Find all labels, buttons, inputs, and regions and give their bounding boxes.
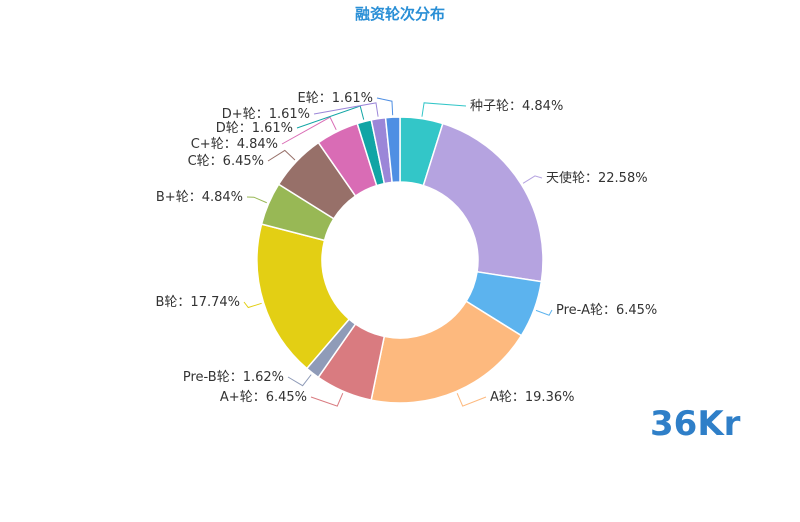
leader-lines-group xyxy=(243,97,553,407)
leader-line-12 xyxy=(376,97,394,116)
slices-group xyxy=(256,116,544,404)
slice-label-4: A+轮：6.45% xyxy=(220,390,307,405)
slice-label-1: 天使轮：22.58% xyxy=(546,170,648,186)
slice-label-8: C轮：6.45% xyxy=(188,154,264,169)
slice-1 xyxy=(422,122,544,283)
leader-line-11 xyxy=(313,102,379,117)
leader-line-2 xyxy=(535,309,553,316)
slice-label-7: B+轮：4.84% xyxy=(156,190,243,205)
leader-line-3 xyxy=(456,393,487,407)
slice-label-6: B轮：17.74% xyxy=(156,295,241,310)
slice-3 xyxy=(370,300,523,404)
36kr-logo: 36Kr xyxy=(650,404,741,444)
leader-line-4 xyxy=(310,393,344,407)
labels-group: 种子轮：4.84% 天使轮：22.58% Pre-A轮：6.45% A轮：19.36%… xyxy=(156,91,658,405)
leader-line-5 xyxy=(287,374,312,387)
logo-text: 36Kr xyxy=(650,404,741,444)
slice-label-0: 种子轮：4.84% xyxy=(470,99,563,114)
leader-line-7 xyxy=(246,196,267,204)
slice-label-9: C+轮：4.84% xyxy=(191,137,278,152)
slice-label-5: Pre-B轮：1.62% xyxy=(183,370,284,385)
slice-label-10: D轮：1.61% xyxy=(216,121,293,136)
slice-label-3: A轮：19.36% xyxy=(490,390,574,405)
slice-12 xyxy=(384,116,401,184)
slice-label-2: Pre-A轮：6.45% xyxy=(556,303,657,318)
leader-line-8 xyxy=(267,149,296,162)
slice-label-11: D+轮：1.61% xyxy=(222,107,310,122)
leader-line-1 xyxy=(522,175,543,184)
leader-line-6 xyxy=(243,301,262,309)
leader-line-0 xyxy=(421,102,467,117)
leader-line-9 xyxy=(281,116,337,145)
slice-label-12: E轮：1.61% xyxy=(297,91,373,106)
chart-title: 融资轮次分布 xyxy=(355,5,445,23)
